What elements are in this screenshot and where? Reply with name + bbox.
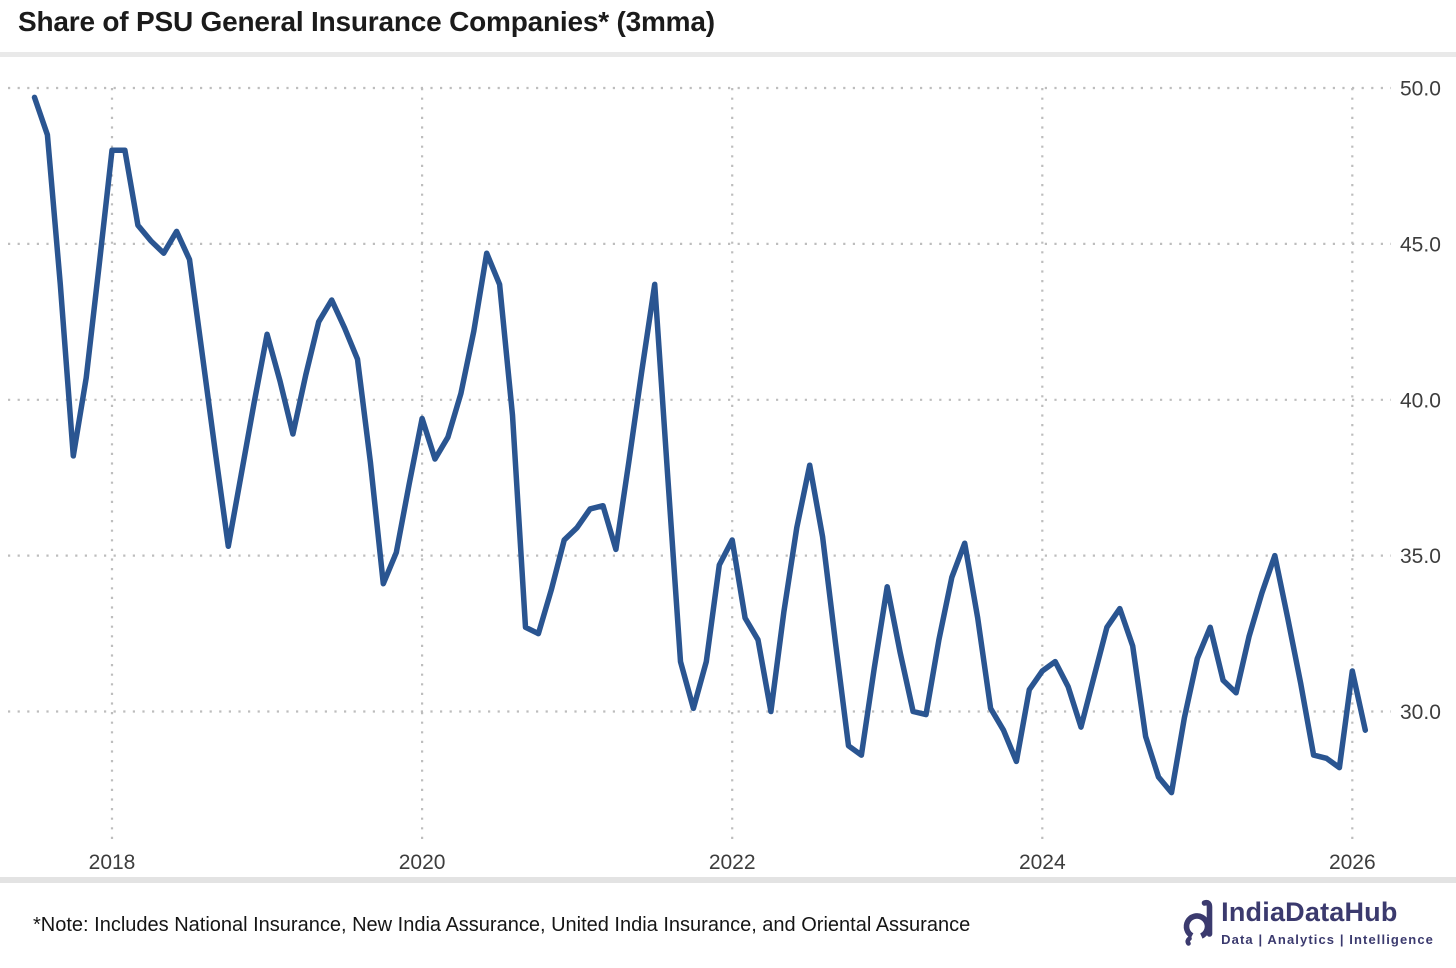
brand-logo-icon	[1183, 899, 1213, 946]
y-tick-label: 50.0	[1400, 78, 1441, 101]
y-tick-label: 35.0	[1400, 545, 1441, 568]
header-separator	[0, 52, 1456, 57]
brand-tagline: Data | Analytics | Intelligence	[1221, 932, 1434, 947]
axis-labels: 50.0 45.0 40.0 35.0 30.0 2018 2020 2022 2024 2026	[89, 78, 1441, 875]
psu-share-line	[31, 94, 1369, 796]
footnote: *Note: Includes National Insurance, New …	[33, 914, 971, 936]
y-tick-label: 40.0	[1400, 389, 1441, 412]
footer-separator	[0, 877, 1456, 883]
gridlines	[8, 86, 1391, 842]
brand-name: IndiaDataHub	[1221, 897, 1398, 927]
brand-logo: IndiaDataHub Data | Analytics | Intellig…	[1182, 897, 1434, 949]
x-tick-label: 2020	[399, 851, 446, 874]
x-tick-label: 2018	[89, 851, 136, 874]
x-tick-label: 2026	[1329, 851, 1376, 874]
y-tick-label: 30.0	[1400, 701, 1441, 724]
x-tick-label: 2022	[709, 851, 756, 874]
page-title: Share of PSU General Insurance Companies…	[18, 6, 715, 37]
y-tick-label: 45.0	[1400, 233, 1441, 256]
x-tick-label: 2024	[1019, 851, 1066, 874]
